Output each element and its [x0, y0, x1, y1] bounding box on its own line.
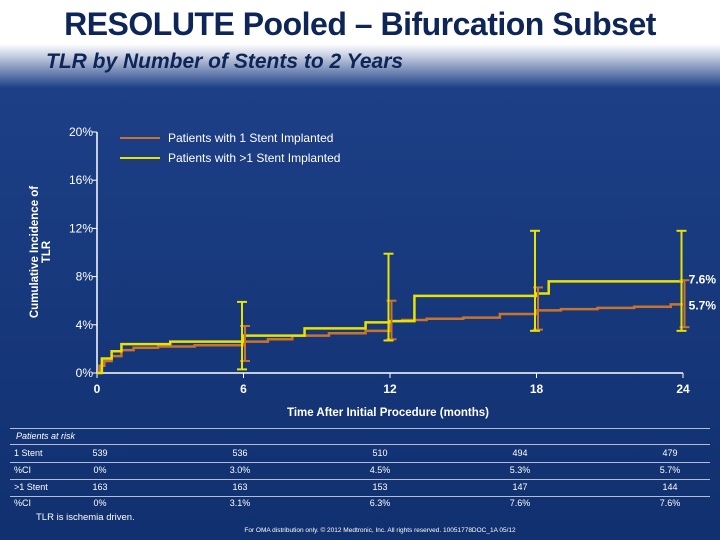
risk-table-rule — [10, 496, 710, 497]
risk-table-rule — [10, 479, 710, 480]
risk-cell: 144 — [662, 482, 678, 492]
risk-cell: 7.6% — [659, 498, 681, 508]
x-tick-label: 18 — [530, 382, 544, 396]
risk-row-label: %CI — [14, 498, 32, 508]
x-tick-label: 0 — [94, 382, 101, 396]
y-tick-label: 8% — [76, 270, 94, 284]
risk-cell: 479 — [662, 448, 678, 458]
risk-cell: 5.3% — [509, 465, 531, 475]
risk-cell: 3.1% — [229, 498, 251, 508]
legal-notice: For OMA distribution only. © 2012 Medtro… — [244, 527, 516, 534]
x-tick-label: 12 — [383, 382, 397, 396]
x-axis-title: Time After Initial Procedure (months) — [287, 407, 489, 419]
risk-cell: 536 — [232, 448, 248, 458]
risk-row-label: %CI — [14, 465, 32, 475]
end-label-multi-stent: 7.6% — [689, 272, 717, 286]
risk-cell: 3.0% — [229, 465, 251, 475]
legend-label-multi-stent: Patients with >1 Stent Implanted — [168, 151, 340, 165]
y-axis-title-line: Cumulative Incidence of — [29, 186, 41, 318]
risk-table-rule — [10, 444, 710, 445]
series-line-multi-stent — [97, 280, 683, 375]
risk-cell: 0% — [93, 498, 107, 508]
risk-row-1-stent: 1 Stent 539 536 510 494 479 — [10, 448, 710, 462]
x-tick-label: 6 — [240, 382, 247, 396]
risk-table-top-rule — [10, 428, 710, 429]
risk-cell: 163 — [92, 482, 108, 492]
risk-cell: 147 — [512, 482, 528, 492]
footnote: TLR is ischemia driven. — [36, 512, 135, 523]
y-tick-label: 12% — [69, 221, 93, 235]
slide-title: RESOLUTE Pooled – Bifurcation Subset — [64, 6, 656, 42]
risk-row-1-stent-ci: %CI 0% 3.0% 4.5% 5.3% 5.7% — [10, 465, 710, 479]
y-axis-title-line: TLR — [41, 240, 53, 263]
risk-row-label: 1 Stent — [14, 448, 43, 458]
x-tick-label: 24 — [676, 382, 690, 396]
risk-row-multi-stent: >1 Stent 163 163 153 147 144 — [10, 482, 710, 496]
risk-cell: 494 — [512, 448, 528, 458]
tlr-chart: 0% 4% 8% 12% 16% 20% 0 6 12 18 24 Time After Initia… — [29, 125, 717, 419]
y-tick-label: 0% — [76, 366, 94, 380]
end-label-1-stent: 5.7% — [689, 298, 717, 312]
risk-row-multi-stent-ci: %CI 0% 3.1% 6.3% 7.6% 7.6% — [10, 498, 710, 512]
risk-cell: 0% — [93, 465, 107, 475]
y-tick-label: 20% — [69, 125, 93, 139]
risk-cell: 6.3% — [369, 498, 391, 508]
risk-table-rule — [10, 462, 710, 463]
risk-cell: 7.6% — [509, 498, 531, 508]
risk-cell: 539 — [92, 448, 108, 458]
y-tick-label: 4% — [76, 318, 94, 332]
risk-cell: 163 — [232, 482, 248, 492]
risk-cell: 5.7% — [659, 465, 681, 475]
slide-subtitle: TLR by Number of Stents to 2 Years — [46, 50, 404, 73]
risk-cell: 4.5% — [369, 465, 391, 475]
risk-table: Patients at risk 1 Stent 539 536 510 494… — [10, 428, 710, 510]
risk-table-header: Patients at risk — [16, 431, 76, 441]
risk-cell: 153 — [372, 482, 388, 492]
risk-cell: 510 — [372, 448, 388, 458]
series-line-1-stent — [97, 303, 683, 375]
y-tick-label: 16% — [69, 173, 93, 187]
legend-label-1-stent: Patients with 1 Stent Implanted — [168, 131, 333, 145]
y-axis-title: Cumulative Incidence ofTLR — [29, 186, 53, 318]
risk-row-label: >1 Stent — [14, 482, 48, 492]
